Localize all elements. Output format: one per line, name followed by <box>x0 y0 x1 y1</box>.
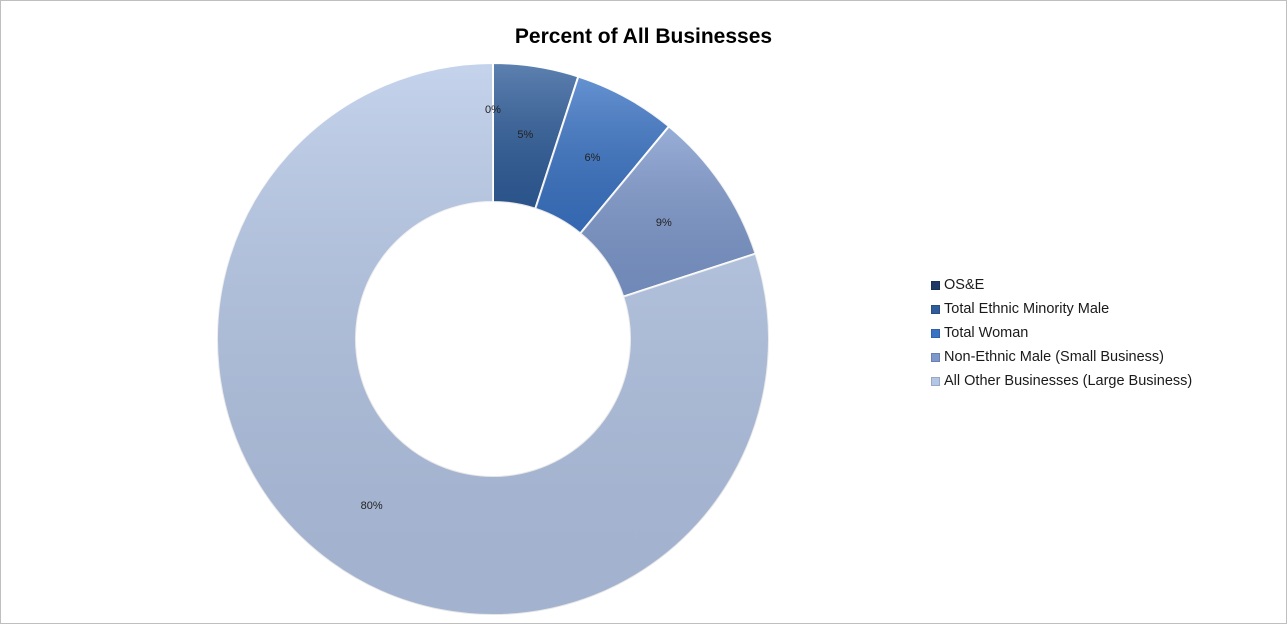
legend-swatch <box>931 304 940 314</box>
data-label: 6% <box>585 152 601 164</box>
data-label: 0% <box>485 104 501 116</box>
donut-slice-shade <box>580 126 756 297</box>
legend-label: Total Ethnic Minority Male <box>944 301 1110 317</box>
data-label: 80% <box>361 500 383 512</box>
chart-title: Percent of All Businesses <box>514 25 773 48</box>
legend-label: OS&E <box>944 277 985 293</box>
legend-item: All Other Businesses (Large Business) <box>931 369 1192 393</box>
legend-label: All Other Businesses (Large Business) <box>944 373 1193 389</box>
legend-label: Total Woman <box>944 325 1029 341</box>
data-label: 5% <box>517 129 533 141</box>
data-label: 9% <box>656 217 672 229</box>
legend-item: Non-Ethnic Male (Small Business) <box>931 345 1192 369</box>
legend-swatch <box>931 376 940 386</box>
legend-item: Total Ethnic Minority Male <box>931 297 1192 321</box>
legend-item: OS&E <box>931 273 1192 297</box>
legend-label: Non-Ethnic Male (Small Business) <box>944 349 1164 365</box>
legend-swatch <box>931 328 940 338</box>
legend-swatch <box>931 280 940 290</box>
legend-item: Total Woman <box>931 321 1192 345</box>
donut-slice-shade <box>493 63 579 209</box>
donut-slice-shade <box>535 76 669 234</box>
legend-swatch <box>931 352 940 362</box>
donut-slice-shade <box>217 63 769 615</box>
legend: OS&E Total Ethnic Minority Male Total Woma… <box>931 273 1192 393</box>
